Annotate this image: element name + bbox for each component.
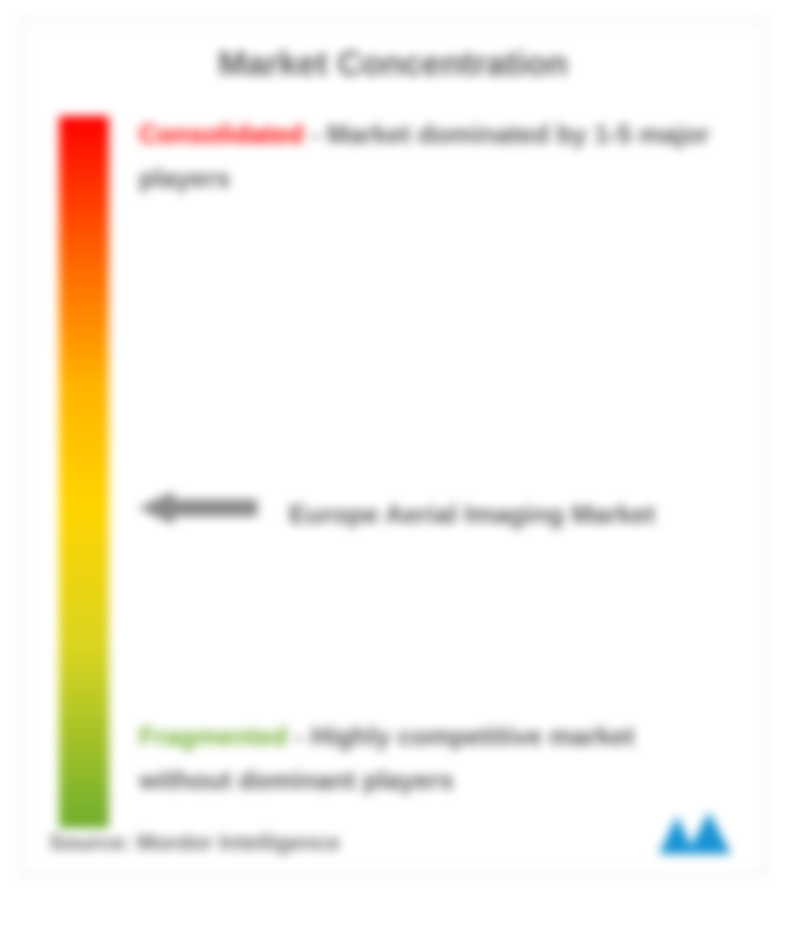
gradient-bar-container	[49, 112, 119, 832]
mordor-logo-icon	[657, 810, 737, 856]
source-text: Source: Mordor Intelligence	[49, 830, 340, 856]
consolidated-lead: Consolidated	[139, 119, 304, 149]
market-pointer-label: Europe Aerial Imaging Market	[289, 495, 655, 534]
fragmented-lead: Fragmented	[139, 721, 288, 751]
arrow-left-icon	[139, 488, 259, 541]
card-content: Consolidated - Market dominated by 1-5 m…	[49, 112, 737, 832]
concentration-gradient-bar	[59, 116, 109, 828]
fragmented-description: Fragmented - Highly competitive market w…	[139, 714, 727, 802]
card-title: Market Concentration	[49, 45, 737, 84]
consolidated-description: Consolidated - Market dominated by 1-5 m…	[139, 112, 727, 200]
market-concentration-card: Market Concentration Consolidated - Mark…	[20, 20, 766, 875]
descriptions-column: Consolidated - Market dominated by 1-5 m…	[119, 112, 737, 832]
market-pointer: Europe Aerial Imaging Market	[139, 488, 727, 541]
card-footer: Source: Mordor Intelligence	[49, 810, 737, 856]
